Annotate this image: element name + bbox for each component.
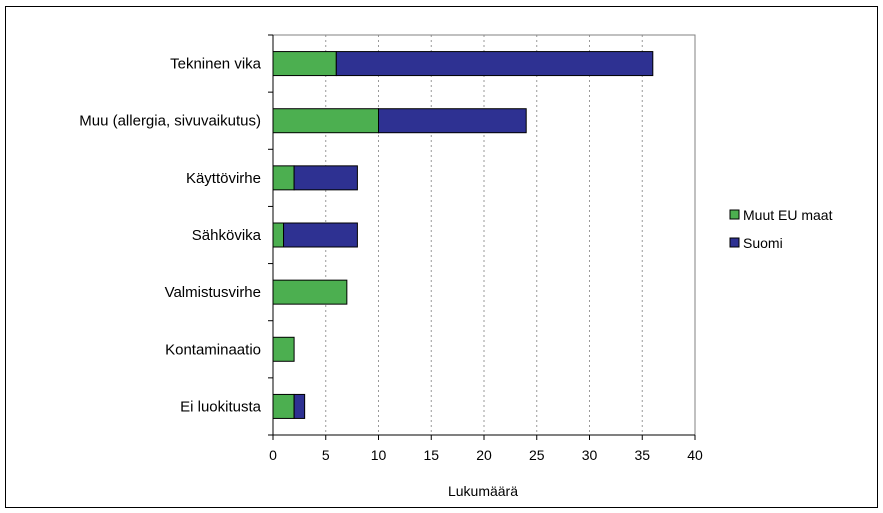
x-tick-label: 20 [476, 447, 492, 463]
category-label: Valmistusvirhe [165, 284, 261, 301]
x-tick-label: 30 [582, 447, 598, 463]
bar-segment [293, 393, 306, 419]
category-label: Ei luokitusta [180, 398, 262, 415]
legend-swatch [729, 209, 740, 220]
bar-segment [272, 51, 337, 77]
bars [272, 51, 654, 419]
x-tick-label: 5 [322, 447, 330, 463]
bar-segment [283, 222, 358, 248]
outer-frame [5, 6, 878, 508]
bar-segment [272, 108, 379, 134]
legend-label: Suomi [743, 235, 783, 251]
x-tick-label: 25 [529, 447, 545, 463]
bar-segment [378, 108, 527, 134]
bar-segment [272, 165, 295, 191]
bar-segment [272, 393, 295, 419]
category-label: Kontaminaatio [165, 341, 261, 358]
legend-swatch [729, 237, 740, 248]
x-tick-label: 10 [371, 447, 387, 463]
category-label: Tekninen vika [170, 56, 262, 73]
bar-segment [293, 165, 358, 191]
bar-segment [272, 336, 295, 362]
bar-segment [335, 51, 654, 77]
bar-segment [272, 279, 348, 305]
x-tick-label: 15 [423, 447, 439, 463]
legend-label: Muut EU maat [743, 207, 833, 223]
x-axis-label: Lukumäärä [448, 483, 518, 499]
x-tick-label: 40 [687, 447, 703, 463]
category-label: Muu (allergia, sivuvaikutus) [79, 113, 261, 130]
category-label: Sähkövika [192, 227, 262, 244]
category-label: Käyttövirhe [186, 170, 261, 187]
axes: 0 5 10 15 20 25 30 35 40 Tekninen vika Muu (allerg… [79, 34, 703, 463]
legend: Muut EU maat Suomi [729, 207, 833, 251]
x-tick-label: 35 [634, 447, 650, 463]
x-tick-label: 0 [269, 447, 277, 463]
grid-lines [325, 35, 643, 435]
bar-segment [272, 222, 285, 248]
